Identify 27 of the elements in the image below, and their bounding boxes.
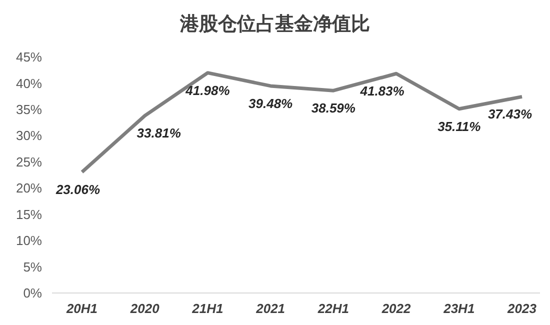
y-tick-label: 5% [23, 259, 42, 274]
y-tick-label: 10% [16, 233, 42, 248]
text: 41.98% [186, 82, 230, 98]
x-tick-label: 2021 [255, 301, 286, 316]
text: 23.06% [56, 182, 100, 198]
x-tick-label: 21H1 [191, 301, 224, 316]
x-tick-label: 2020 [129, 301, 160, 316]
y-tick-label: 0% [23, 286, 42, 301]
text: 35.11% [438, 118, 481, 134]
y-tick-label: 25% [16, 154, 42, 170]
y-tick-label: 35% [16, 102, 42, 117]
x-tick-label: 2023 [506, 301, 538, 316]
y-tick-label: 15% [16, 206, 42, 222]
chart-title: 港股仓位占基金净值比 [179, 13, 370, 35]
y-tick-label: 45% [16, 50, 42, 65]
y-tick-label: 20% [16, 180, 42, 196]
text: 41.83% [360, 84, 404, 99]
y-tick-label: 40% [16, 76, 42, 91]
x-tick-label: 23H1 [442, 301, 475, 316]
x-tick-label: 22H1 [316, 301, 349, 316]
text: 33.81% [136, 126, 181, 141]
x-tick-label: 20H1 [65, 301, 98, 316]
text: 38.59% [311, 100, 356, 116]
text: 37.43% [488, 106, 532, 122]
x-tick-label: 2022 [380, 301, 412, 316]
y-tick-label: 30% [16, 128, 42, 144]
text: 39.48% [248, 96, 293, 111]
